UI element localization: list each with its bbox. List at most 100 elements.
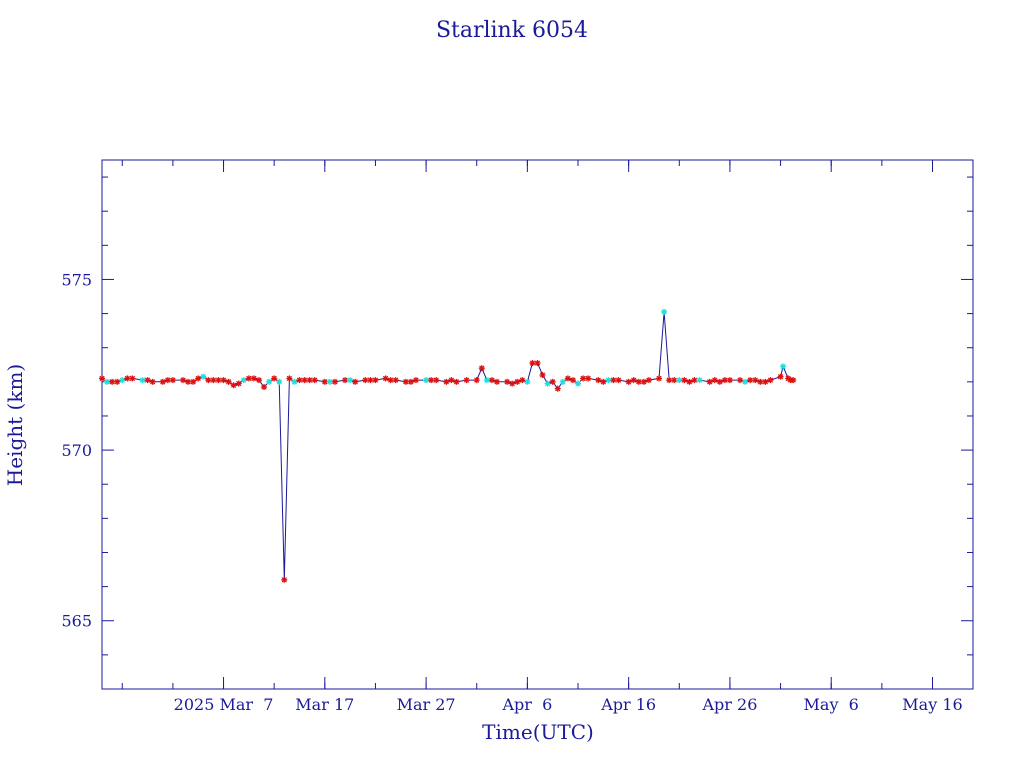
- data-point-red: [367, 377, 374, 384]
- data-point-red: [514, 378, 521, 385]
- data-point-red: [478, 365, 485, 372]
- data-point-red: [569, 377, 576, 384]
- data-point-red: [726, 377, 733, 384]
- data-point-red: [493, 378, 500, 385]
- data-point-red: [281, 576, 288, 583]
- data-point-red: [220, 377, 227, 384]
- data-point-red: [306, 377, 313, 384]
- data-point-cyan: [139, 377, 146, 384]
- data-point-red: [169, 377, 176, 384]
- y-tick-labels: 565 570 575: [61, 270, 92, 630]
- data-point-cyan: [544, 380, 551, 387]
- data-point-red: [762, 378, 769, 385]
- data-point-cyan: [696, 377, 703, 384]
- data-point-red: [271, 375, 278, 382]
- data-point-red: [428, 377, 435, 384]
- data-point-red: [109, 378, 116, 385]
- data-point-cyan: [483, 377, 490, 384]
- data-point-red: [666, 377, 673, 384]
- data-point-red: [757, 378, 764, 385]
- data-point-red: [686, 378, 693, 385]
- data-markers: [99, 308, 797, 583]
- data-point-red: [529, 360, 536, 367]
- data-point-red: [716, 378, 723, 385]
- plot-frame: [101, 159, 974, 690]
- data-point-red: [625, 378, 632, 385]
- data-point-red: [149, 378, 156, 385]
- data-point-cyan: [266, 378, 273, 385]
- data-point-red: [463, 377, 470, 384]
- data-point-red: [210, 377, 217, 384]
- data-point-red: [144, 377, 151, 384]
- data-point-red: [539, 372, 546, 379]
- data-point-red: [392, 377, 399, 384]
- data-point-red: [635, 378, 642, 385]
- data-point-red: [296, 377, 303, 384]
- data-point-red: [600, 378, 607, 385]
- data-point-red: [656, 375, 663, 382]
- data-point-red: [443, 378, 450, 385]
- data-point-cyan: [575, 380, 582, 387]
- data-point-red: [190, 378, 197, 385]
- data-point-cyan: [524, 378, 531, 385]
- data-point-red: [250, 375, 257, 382]
- data-point-cyan: [200, 373, 207, 380]
- data-point-red: [311, 377, 318, 384]
- data-point-red: [352, 378, 359, 385]
- data-point-red: [767, 377, 774, 384]
- data-point-red: [433, 377, 440, 384]
- data-point-red: [630, 377, 637, 384]
- data-point-cyan: [240, 377, 247, 384]
- x-axis-label: Time(UTC): [482, 720, 594, 744]
- data-point-red: [412, 377, 419, 384]
- data-point-red: [691, 377, 698, 384]
- data-point-red: [534, 360, 541, 367]
- x-tick-label: Apr 26: [701, 695, 757, 714]
- y-tick-label: 570: [61, 441, 92, 460]
- data-point-red: [671, 377, 678, 384]
- data-point-red: [448, 377, 455, 384]
- chart-title: Starlink 6054: [436, 18, 588, 43]
- data-point-red: [129, 375, 136, 382]
- data-point-red: [549, 378, 556, 385]
- data-point-red: [504, 378, 511, 385]
- data-point-cyan: [276, 378, 283, 385]
- data-point-red: [564, 375, 571, 382]
- data-point-red: [790, 377, 797, 384]
- data-point-red: [488, 377, 495, 384]
- data-point-red: [114, 378, 121, 385]
- data-point-cyan: [559, 378, 566, 385]
- data-point-red: [681, 377, 688, 384]
- data-point-cyan: [742, 378, 749, 385]
- data-point-red: [372, 377, 379, 384]
- data-point-red: [382, 375, 389, 382]
- data-point-red: [387, 377, 394, 384]
- data-point-red: [615, 377, 622, 384]
- data-point-red: [321, 378, 328, 385]
- data-point-cyan: [423, 377, 430, 384]
- data-point-red: [159, 378, 166, 385]
- x-tick-label: 2025 Mar 7: [174, 695, 274, 714]
- data-point-red: [645, 377, 652, 384]
- data-point-red: [610, 377, 617, 384]
- x-tick-label: Mar 27: [397, 695, 456, 714]
- data-point-red: [301, 377, 308, 384]
- data-point-red: [362, 377, 369, 384]
- data-point-red: [245, 375, 252, 382]
- data-point-cyan: [780, 363, 787, 370]
- data-point-red: [215, 377, 222, 384]
- x-tick-label: May 6: [804, 695, 859, 714]
- data-point-red: [195, 375, 202, 382]
- data-point-red: [286, 375, 293, 382]
- axis-ticks: [102, 160, 973, 690]
- data-point-cyan: [326, 378, 333, 385]
- data-point-cyan: [291, 378, 298, 385]
- data-point-red: [180, 377, 187, 384]
- data-point-red: [205, 377, 212, 384]
- data-point-red: [261, 383, 268, 390]
- data-point-red: [230, 382, 237, 389]
- x-tick-label: Apr 16: [600, 695, 656, 714]
- data-point-red: [721, 377, 728, 384]
- data-point-cyan: [661, 308, 668, 315]
